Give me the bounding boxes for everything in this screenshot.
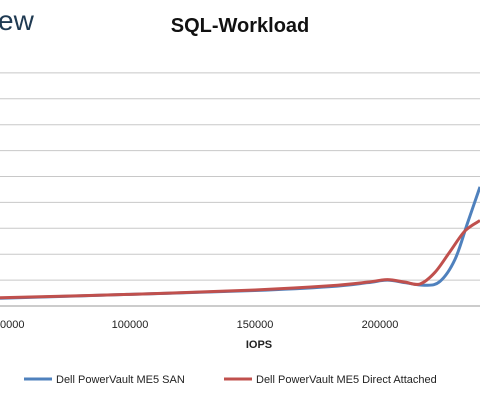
logo-text: ew [0, 5, 35, 36]
x-tick-label-1: 100000 [112, 319, 149, 331]
x-axis-label: IOPS [246, 339, 272, 351]
legend: Dell PowerVault ME5 SAN Dell PowerVault M… [24, 374, 437, 386]
series-lines [0, 186, 480, 300]
chart-title: SQL-Workload [171, 15, 310, 37]
x-tick-labels: 0000 100000 150000 200000 [0, 319, 398, 331]
legend-label-0: Dell PowerVault ME5 SAN [56, 374, 185, 386]
x-tick-label-0: 0000 [0, 319, 24, 331]
legend-label-1: Dell PowerVault ME5 Direct Attached [256, 374, 437, 386]
x-tick-label-2: 150000 [237, 319, 274, 331]
x-tick-label-3: 200000 [362, 319, 399, 331]
gridlines [0, 72, 480, 307]
series-line-1 [0, 219, 480, 300]
